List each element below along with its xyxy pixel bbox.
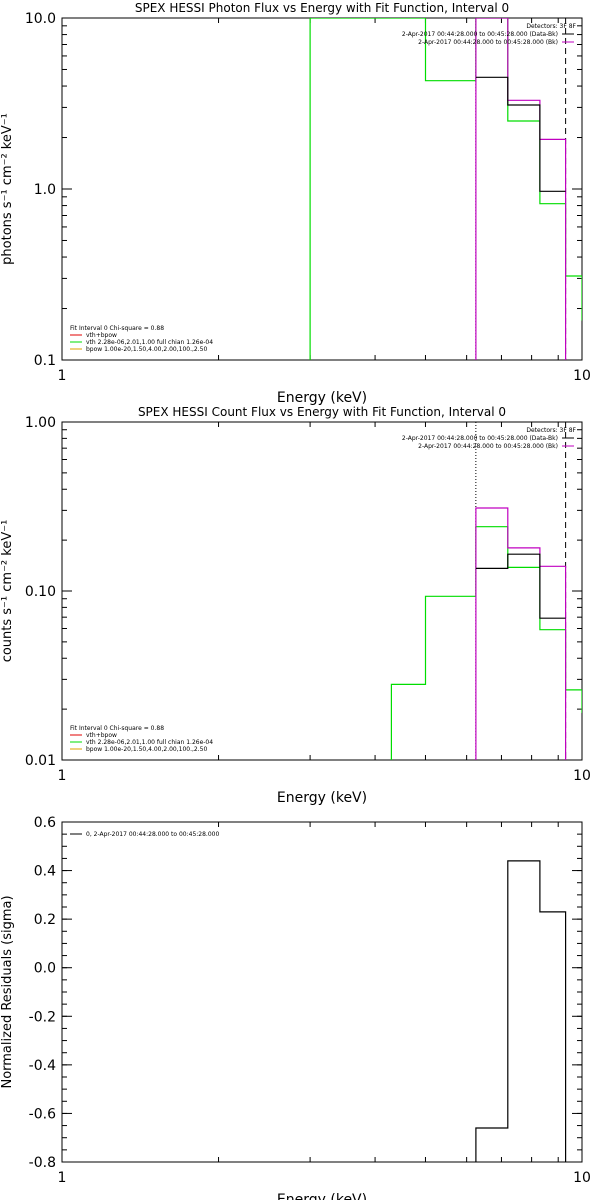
data-layer [309,18,582,360]
y-axis-label: counts s⁻¹ cm⁻² keV⁻¹ [0,520,15,663]
x-tick-label: 10 [573,1170,591,1186]
fit-legend: Fit Interval 0 Chi-square = 0.88vth+bpow… [70,325,213,353]
fit-legend-header: Fit Interval 0 Chi-square = 0.88 [70,325,164,332]
x-tick-label: 1 [58,368,67,384]
series-line-1 [309,18,582,360]
x-axis-label: Energy (keV) [277,790,367,806]
data-layer [390,422,582,760]
y-tick-label: 10.0 [25,11,56,27]
legend-entry: 2-Apr-2017 00:44:28.000 to 00:45:28.000 … [402,31,558,38]
y-axis-label: photons s⁻¹ cm⁻² keV⁻¹ [0,113,15,265]
y-tick-label: 0.1 [34,353,56,369]
fit-legend-entry: vth+bpow [86,332,117,339]
y-tick-label: 0.4 [34,864,56,880]
chart-panel-2: SPEX HESSI Count Flux vs Energy with Fit… [0,405,591,806]
legend-entry: 2-Apr-2017 00:44:28.000 to 00:45:28.000 … [418,39,558,46]
y-tick-label: 1.00 [25,415,56,431]
y-tick-label: 0.2 [34,912,56,928]
y-tick-label: 0.01 [25,753,56,769]
series-line-2 [475,507,567,760]
legend-entry: 0, 2-Apr-2017 00:44:28.000 to 00:45:28.0… [86,831,219,838]
top-legend: 0, 2-Apr-2017 00:44:28.000 to 00:45:28.0… [70,831,219,838]
series-line-1 [390,526,582,760]
y-tick-label: 0.6 [34,815,56,831]
series-line-3 [475,553,566,619]
legend-entry: 2-Apr-2017 00:44:28.000 to 00:45:28.000 … [418,443,558,450]
chart-panel-3: Energy (keV) Normalized Residuals (sigma)… [0,815,591,1200]
y-tick-label: 1.0 [34,182,56,198]
chart-title: SPEX HESSI Count Flux vs Energy with Fit… [138,405,506,419]
y-axis-label: Normalized Residuals (sigma) [0,895,15,1088]
chart-panel-1: SPEX HESSI Photon Flux vs Energy with Fi… [0,1,591,406]
top-legend: Detectors: 3F 8F2-Apr-2017 00:44:28.000 … [402,23,577,46]
y-axis-ticks: 0.01 0.10 1.00 [25,415,582,769]
y-tick-label: -0.6 [29,1106,56,1122]
y-tick-label: -0.8 [29,1155,56,1171]
x-axis-ticks: 1 10 [58,422,591,784]
fit-legend-entry: bpow 1.00e-20,1.50,4.00,2.00,100.,2.50 [86,346,207,353]
data-layer [475,860,567,1162]
x-axis-ticks: 1 10 [58,822,591,1186]
chart-title: SPEX HESSI Photon Flux vs Energy with Fi… [135,1,509,15]
fit-legend-entry: vth 2.28e-06,2.01,1.00 full chian 1.26e-… [86,339,213,346]
y-tick-label: -0.4 [29,1058,56,1074]
x-axis-label: Energy (keV) [277,390,367,406]
series-line-2 [475,18,567,360]
plot-frame [61,17,583,361]
plot-frame [61,421,583,761]
fit-legend-entry: vth 2.28e-06,2.01,1.00 full chian 1.26e-… [86,739,213,746]
fit-legend-entry: bpow 1.00e-20,1.50,4.00,2.00,100.,2.50 [86,746,207,753]
fit-legend: Fit Interval 0 Chi-square = 0.88vth+bpow… [70,725,213,753]
top-legend: Detectors: 3F 8F2-Apr-2017 00:44:28.000 … [402,427,577,450]
x-axis-label: Energy (keV) [277,1192,367,1200]
x-axis-ticks: 1 10 [58,18,591,384]
y-tick-label: -0.2 [29,1009,56,1025]
series-line-3 [475,76,566,192]
x-tick-label: 1 [58,1170,67,1186]
x-tick-label: 1 [58,768,67,784]
y-tick-label: 0.10 [25,584,56,600]
y-tick-label: 0.0 [34,961,56,977]
series-line-1 [475,860,567,1162]
legend-header: Detectors: 3F 8F [526,427,576,434]
x-tick-label: 10 [573,368,591,384]
plot-frame [61,821,583,1163]
legend-header: Detectors: 3F 8F [526,23,576,30]
legend-entry: 2-Apr-2017 00:44:28.000 to 00:45:28.000 … [402,435,558,442]
x-tick-label: 10 [573,768,591,784]
fit-legend-entry: vth+bpow [86,732,117,739]
fit-legend-header: Fit Interval 0 Chi-square = 0.88 [70,725,164,732]
y-axis-ticks: -0.8 -0.6 -0.4 -0.2 0.0 0.2 0.4 0.6 [29,815,582,1171]
y-axis-ticks: 0.1 1.0 10.0 [25,11,582,369]
